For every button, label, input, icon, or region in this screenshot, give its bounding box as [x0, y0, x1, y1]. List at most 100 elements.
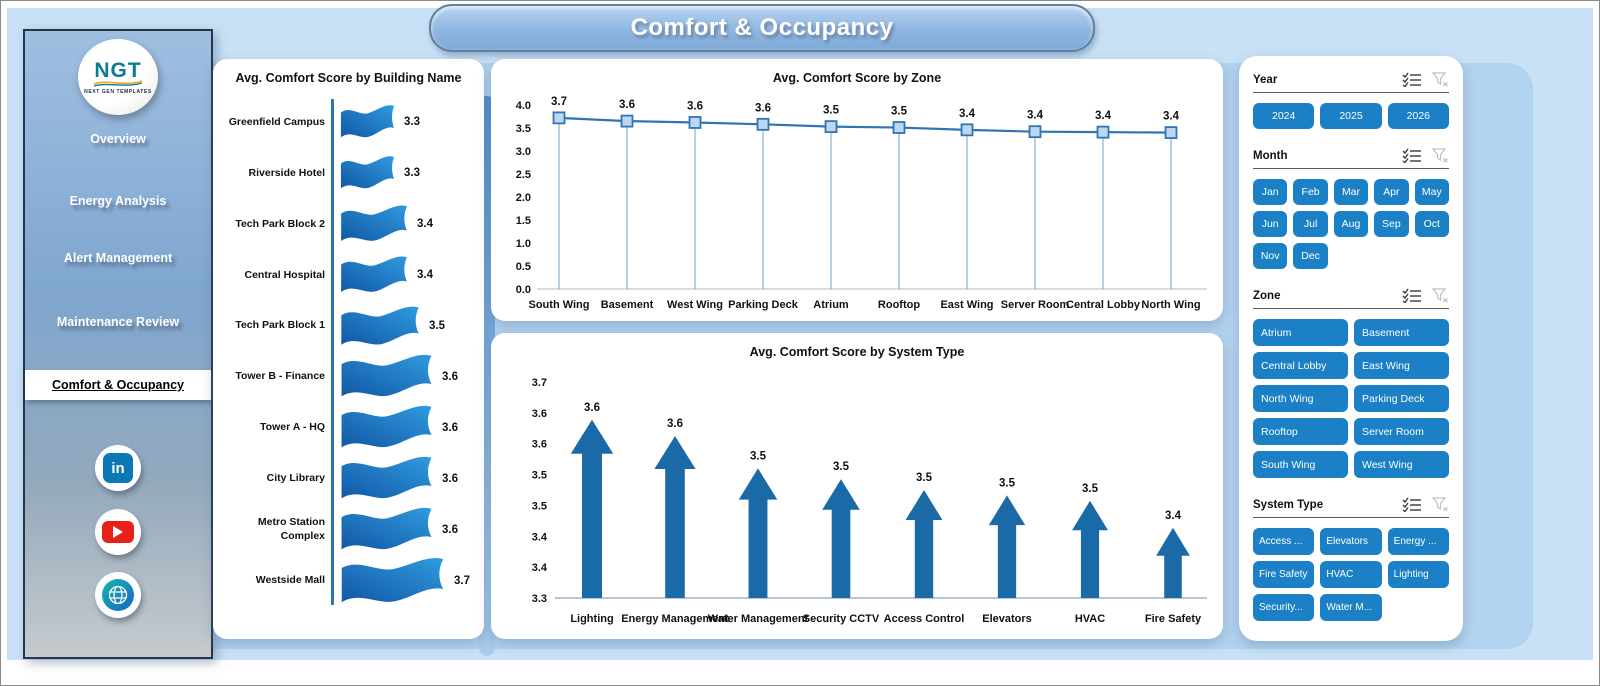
- sidebar-item-energy-analysis[interactable]: Energy Analysis: [25, 194, 211, 208]
- filter-option-fire-safety[interactable]: Fire Safety: [1253, 561, 1315, 588]
- system-xtick: Water Management: [708, 613, 809, 625]
- flag-bar[interactable]: [334, 154, 395, 192]
- filter-title: Month: [1253, 149, 1288, 162]
- building-value-label: 3.6: [442, 370, 458, 383]
- zone-marker[interactable]: [892, 121, 906, 134]
- filter-option-apr[interactable]: Apr: [1374, 179, 1409, 205]
- system-ytick: 3.5: [532, 470, 547, 482]
- filter-option-jul[interactable]: Jul: [1293, 211, 1328, 237]
- filter-option-access[interactable]: Access ...: [1253, 528, 1315, 555]
- system-arrow-bar[interactable]: [570, 419, 614, 598]
- building-value-label: 3.6: [442, 472, 458, 485]
- sidebar-item-overview[interactable]: Overview: [25, 132, 211, 146]
- zone-marker[interactable]: [1164, 126, 1178, 139]
- sidebar-item-alert-management[interactable]: Alert Management: [25, 251, 211, 265]
- system-chart-card: Avg. Comfort Score by System Type 3.7 3.6…: [491, 333, 1223, 639]
- system-arrow-bar[interactable]: [738, 468, 778, 598]
- clear-filter-icon[interactable]: [1432, 72, 1449, 87]
- filter-option-2024[interactable]: 2024: [1253, 103, 1315, 129]
- zone-marker[interactable]: [960, 123, 974, 137]
- flag-bar[interactable]: [334, 304, 420, 349]
- flag-icon: [341, 256, 407, 293]
- building-category-label: Tech Park Block 1: [235, 319, 325, 332]
- filter-option-basement[interactable]: Basement: [1354, 319, 1449, 346]
- globe-glyph: [108, 585, 128, 605]
- page-title: Comfort & Occupancy: [630, 14, 894, 41]
- building-category-label: Tower A - HQ: [260, 421, 325, 434]
- zone-xtick: Central Lobby: [1066, 299, 1141, 311]
- filter-option-nov[interactable]: Nov: [1253, 243, 1288, 269]
- select-all-icon[interactable]: [1402, 288, 1422, 303]
- filter-option-may[interactable]: May: [1414, 179, 1449, 205]
- filter-option-energy[interactable]: Energy ...: [1387, 528, 1449, 555]
- flag-bar[interactable]: [334, 555, 445, 607]
- youtube-icon[interactable]: [95, 509, 141, 555]
- filter-option-lighting[interactable]: Lighting: [1387, 561, 1449, 588]
- select-all-icon[interactable]: [1402, 497, 1422, 512]
- zone-value-label: 3.6: [687, 100, 703, 112]
- filter-option-2025[interactable]: 2025: [1320, 103, 1382, 129]
- clear-filter-icon[interactable]: [1432, 148, 1449, 163]
- system-arrow-bar[interactable]: [1156, 527, 1190, 598]
- filter-option-dec[interactable]: Dec: [1293, 243, 1328, 269]
- filter-option-hvac[interactable]: HVAC: [1320, 561, 1382, 588]
- filter-option-mar[interactable]: Mar: [1333, 179, 1369, 205]
- system-arrow-bar[interactable]: [905, 490, 943, 598]
- filter-option-parking-deck[interactable]: Parking Deck: [1354, 385, 1449, 412]
- sidebar-item-maintenance-review[interactable]: Maintenance Review: [25, 315, 211, 329]
- flag-bar[interactable]: [334, 352, 433, 401]
- zone-marker[interactable]: [620, 114, 634, 128]
- filter-option-rooftop[interactable]: Rooftop: [1253, 418, 1348, 445]
- linkedin-icon[interactable]: in: [95, 445, 141, 491]
- zone-marker[interactable]: [688, 116, 702, 129]
- zone-marker[interactable]: [824, 120, 838, 134]
- zone-xtick: Server Room: [1001, 299, 1070, 311]
- flag-bar[interactable]: [334, 505, 433, 554]
- filter-option-north-wing[interactable]: North Wing: [1253, 385, 1348, 412]
- filter-option-jun[interactable]: Jun: [1253, 211, 1288, 237]
- filter-option-west-wing[interactable]: West Wing: [1354, 451, 1449, 478]
- building-chart-title: Avg. Comfort Score by Building Name: [235, 71, 462, 85]
- flag-bar[interactable]: [334, 254, 408, 296]
- filter-panel: Year 2024 2025 2026 Month Jan Feb Mar Apr May Jun J…: [1239, 56, 1463, 641]
- zone-marker[interactable]: [1028, 125, 1042, 139]
- filter-option-central-lobby[interactable]: Central Lobby: [1253, 352, 1348, 379]
- sidebar-item-label: Overview: [90, 132, 146, 146]
- flag-bar[interactable]: [334, 103, 395, 141]
- flag-bar[interactable]: [334, 403, 433, 452]
- filter-option-atrium[interactable]: Atrium: [1253, 319, 1348, 346]
- filter-option-east-wing[interactable]: East Wing: [1354, 352, 1449, 379]
- zone-xtick: Basement: [601, 299, 654, 311]
- clear-filter-icon[interactable]: [1432, 288, 1449, 303]
- filter-option-south-wing[interactable]: South Wing: [1253, 451, 1348, 478]
- flag-bar[interactable]: [334, 203, 408, 245]
- filter-option-oct[interactable]: Oct: [1414, 211, 1449, 237]
- filter-option-jan[interactable]: Jan: [1253, 179, 1288, 205]
- filter-option-water-m[interactable]: Water M...: [1320, 594, 1382, 621]
- zone-marker[interactable]: [552, 111, 566, 125]
- zone-chart-title: Avg. Comfort Score by Zone: [772, 71, 942, 85]
- filter-option-2026[interactable]: 2026: [1387, 103, 1449, 129]
- system-arrow-bar[interactable]: [654, 436, 696, 598]
- system-ytick: 3.6: [532, 439, 547, 451]
- flag-bar[interactable]: [334, 454, 433, 503]
- system-arrow-bar[interactable]: [988, 495, 1026, 598]
- filter-option-sep[interactable]: Sep: [1374, 211, 1409, 237]
- zone-marker[interactable]: [756, 117, 770, 131]
- filter-option-security[interactable]: Security...: [1253, 594, 1315, 621]
- zone-xtick: North Wing: [1141, 299, 1200, 311]
- filter-option-feb[interactable]: Feb: [1293, 179, 1328, 205]
- zone-marker[interactable]: [1096, 125, 1110, 139]
- clear-filter-icon[interactable]: [1432, 497, 1449, 512]
- zone-ytick: 1.0: [516, 238, 531, 250]
- sidebar-item-comfort-occupancy[interactable]: Comfort & Occupancy: [25, 370, 211, 400]
- select-all-icon[interactable]: [1402, 148, 1422, 163]
- building-category-label: Tower B - Finance: [235, 370, 325, 383]
- filter-option-server-room[interactable]: Server Room: [1354, 418, 1449, 445]
- globe-icon[interactable]: [95, 572, 141, 618]
- filter-option-elevators[interactable]: Elevators: [1320, 528, 1382, 555]
- system-arrow-bar[interactable]: [822, 479, 860, 598]
- system-arrow-bar[interactable]: [1072, 500, 1108, 598]
- select-all-icon[interactable]: [1402, 72, 1422, 87]
- filter-option-aug[interactable]: Aug: [1333, 211, 1369, 237]
